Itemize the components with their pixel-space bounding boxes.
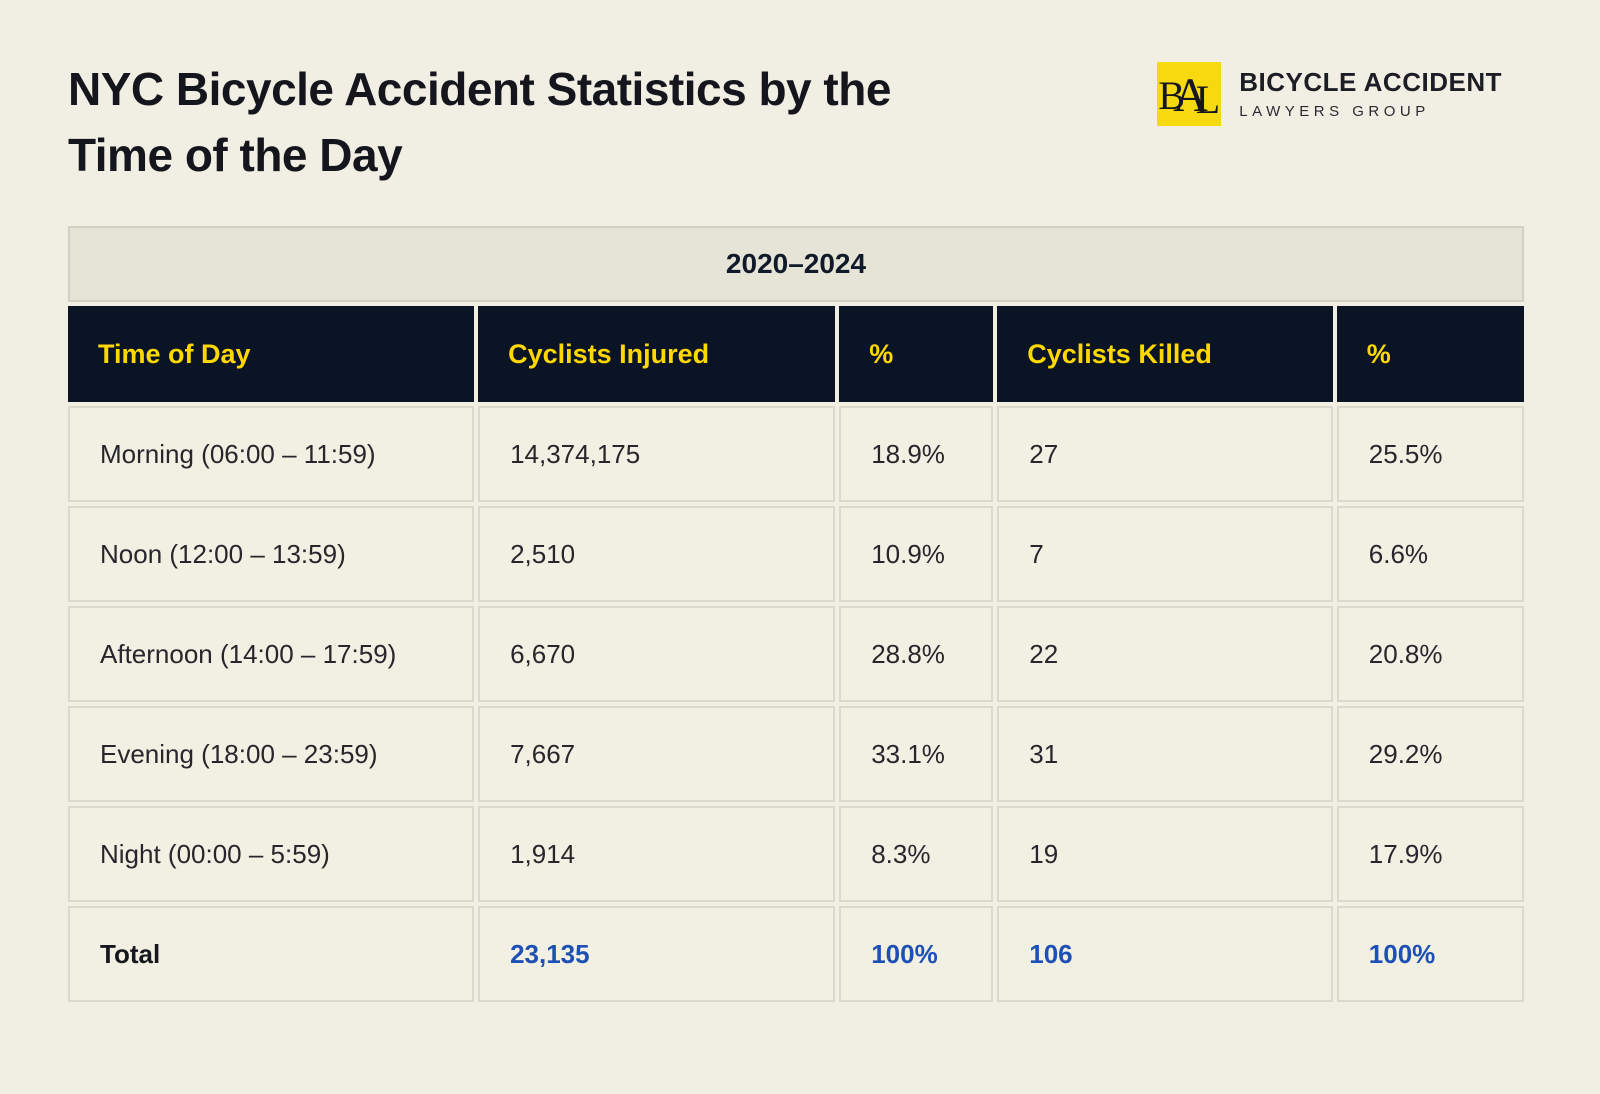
col-header-cyclists-injured: Cyclists Injured bbox=[478, 306, 836, 402]
page-title-line2: Time of the Day bbox=[68, 129, 403, 181]
page-title-line1: NYC Bicycle Accident Statistics by the bbox=[68, 63, 891, 115]
cell-killed-pct: 20.8% bbox=[1336, 606, 1524, 702]
cell-injured-pct: 10.9% bbox=[839, 506, 994, 602]
table-row-total: Total 23,135 100% 106 100% bbox=[68, 906, 1524, 1002]
table-row-afternoon: Afternoon (14:00 – 17:59) 6,670 28.8% 22… bbox=[68, 606, 1524, 702]
monogram-letter-b: B bbox=[1158, 73, 1186, 118]
company-logo: BAL BICYCLE ACCIDENT LAWYERS GROUP bbox=[1157, 62, 1502, 126]
page-header: NYC Bicycle Accident Statistics by the T… bbox=[0, 0, 1600, 188]
bal-monogram-icon: BAL bbox=[1158, 70, 1220, 120]
monogram-letter-a: A bbox=[1173, 69, 1208, 122]
col-header-killed-pct: % bbox=[1336, 306, 1524, 402]
cell-total-killed: 106 bbox=[997, 906, 1333, 1002]
logo-company-name: BICYCLE ACCIDENT bbox=[1239, 66, 1502, 97]
column-header-row: Time of Day Cyclists Injured % Cyclists … bbox=[68, 306, 1524, 402]
cell-injured-pct: 33.1% bbox=[839, 706, 994, 802]
statistics-table: 2020–2024 Time of Day Cyclists Injured %… bbox=[64, 222, 1528, 1006]
logo-text: BICYCLE ACCIDENT LAWYERS GROUP bbox=[1239, 68, 1502, 121]
cell-cyclists-injured: 6,670 bbox=[478, 606, 836, 702]
cell-total-killed-pct: 100% bbox=[1336, 906, 1524, 1002]
cell-killed-pct: 25.5% bbox=[1336, 406, 1524, 502]
cell-injured-pct: 8.3% bbox=[839, 806, 994, 902]
cell-cyclists-killed: 31 bbox=[997, 706, 1333, 802]
page-title: NYC Bicycle Accident Statistics by the T… bbox=[68, 56, 891, 188]
cell-killed-pct: 29.2% bbox=[1336, 706, 1524, 802]
cell-total-injured: 23,135 bbox=[478, 906, 836, 1002]
cell-cyclists-injured: 14,374,175 bbox=[478, 406, 836, 502]
cell-cyclists-injured: 2,510 bbox=[478, 506, 836, 602]
cell-cyclists-killed: 22 bbox=[997, 606, 1333, 702]
logo-company-subtitle: LAWYERS GROUP bbox=[1239, 103, 1430, 121]
cell-cyclists-injured: 7,667 bbox=[478, 706, 836, 802]
cell-injured-pct: 28.8% bbox=[839, 606, 994, 702]
period-label: 2020–2024 bbox=[68, 226, 1524, 302]
cell-cyclists-killed: 19 bbox=[997, 806, 1333, 902]
cell-cyclists-injured: 1,914 bbox=[478, 806, 836, 902]
table-row-evening: Evening (18:00 – 23:59) 7,667 33.1% 31 2… bbox=[68, 706, 1524, 802]
cell-time-of-day: Evening (18:00 – 23:59) bbox=[68, 706, 475, 802]
cell-time-of-day: Morning (06:00 – 11:59) bbox=[68, 406, 475, 502]
monogram-letter-l: L bbox=[1195, 77, 1221, 122]
cell-total-injured-pct: 100% bbox=[839, 906, 994, 1002]
col-header-injured-pct: % bbox=[839, 306, 994, 402]
cell-time-of-day: Noon (12:00 – 13:59) bbox=[68, 506, 475, 602]
cell-cyclists-killed: 7 bbox=[997, 506, 1333, 602]
period-band-row: 2020–2024 bbox=[68, 226, 1524, 302]
col-header-time-of-day: Time of Day bbox=[68, 306, 475, 402]
logo-square: BAL bbox=[1157, 62, 1222, 126]
col-header-cyclists-killed: Cyclists Killed bbox=[997, 306, 1333, 402]
cell-killed-pct: 6.6% bbox=[1336, 506, 1524, 602]
cell-time-of-day: Afternoon (14:00 – 17:59) bbox=[68, 606, 475, 702]
cell-cyclists-killed: 27 bbox=[997, 406, 1333, 502]
table-row-morning: Morning (06:00 – 11:59) 14,374,175 18.9%… bbox=[68, 406, 1524, 502]
cell-killed-pct: 17.9% bbox=[1336, 806, 1524, 902]
cell-total-label: Total bbox=[68, 906, 475, 1002]
table-row-noon: Noon (12:00 – 13:59) 2,510 10.9% 7 6.6% bbox=[68, 506, 1524, 602]
cell-time-of-day: Night (00:00 – 5:59) bbox=[68, 806, 475, 902]
cell-injured-pct: 18.9% bbox=[839, 406, 994, 502]
table-row-night: Night (00:00 – 5:59) 1,914 8.3% 19 17.9% bbox=[68, 806, 1524, 902]
